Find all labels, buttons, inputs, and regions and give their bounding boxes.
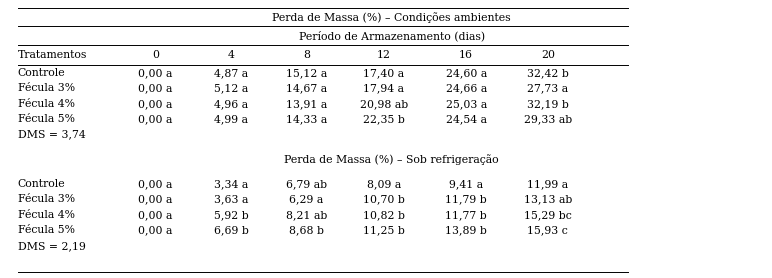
Text: 15,93 c: 15,93 c	[527, 225, 568, 235]
Text: 8,68 b: 8,68 b	[290, 225, 324, 235]
Text: 6,79 ab: 6,79 ab	[286, 179, 327, 189]
Text: 0,00 a: 0,00 a	[138, 195, 173, 205]
Text: 0,00 a: 0,00 a	[138, 99, 173, 109]
Text: Perda de Massa (%) – Sob refrigeração: Perda de Massa (%) – Sob refrigeração	[284, 154, 499, 165]
Text: 0,00 a: 0,00 a	[138, 179, 173, 189]
Text: 12: 12	[377, 50, 391, 60]
Text: 11,77 b: 11,77 b	[445, 210, 487, 220]
Text: Fécula 4%: Fécula 4%	[18, 99, 75, 109]
Text: 20,98 ab: 20,98 ab	[360, 99, 408, 109]
Text: Perda de Massa (%) – Condições ambientes: Perda de Massa (%) – Condições ambientes	[273, 12, 511, 23]
Text: 11,25 b: 11,25 b	[363, 225, 405, 235]
Text: 0,00 a: 0,00 a	[138, 114, 173, 124]
Text: DMS = 3,74: DMS = 3,74	[18, 130, 86, 140]
Text: 22,35 b: 22,35 b	[363, 114, 405, 124]
Text: 10,70 b: 10,70 b	[363, 195, 405, 205]
Text: 9,41 a: 9,41 a	[449, 179, 483, 189]
Text: 6,69 b: 6,69 b	[214, 225, 249, 235]
Text: 6,29 a: 6,29 a	[290, 195, 323, 205]
Text: 13,13 ab: 13,13 ab	[523, 195, 572, 205]
Text: 0,00 a: 0,00 a	[138, 210, 173, 220]
Text: Período de Armazenamento (dias): Período de Armazenamento (dias)	[299, 31, 485, 41]
Text: Fécula 4%: Fécula 4%	[18, 210, 75, 220]
Text: 11,99 a: 11,99 a	[527, 179, 568, 189]
Text: Tratamentos: Tratamentos	[18, 50, 87, 60]
Text: Fécula 3%: Fécula 3%	[18, 195, 75, 205]
Text: 8,21 ab: 8,21 ab	[286, 210, 327, 220]
Text: Fécula 5%: Fécula 5%	[18, 225, 75, 235]
Text: 0: 0	[152, 50, 159, 60]
Text: 25,03 a: 25,03 a	[445, 99, 487, 109]
Text: 5,92 b: 5,92 b	[214, 210, 249, 220]
Text: Controle: Controle	[18, 68, 66, 78]
Text: 8: 8	[303, 50, 310, 60]
Text: 24,60 a: 24,60 a	[445, 68, 487, 78]
Text: 15,29 bc: 15,29 bc	[524, 210, 571, 220]
Text: 29,33 ab: 29,33 ab	[523, 114, 572, 124]
Text: 4,96 a: 4,96 a	[214, 99, 248, 109]
Text: 20: 20	[540, 50, 555, 60]
Text: 24,66 a: 24,66 a	[445, 83, 487, 93]
Text: DMS = 2,19: DMS = 2,19	[18, 241, 86, 251]
Text: 32,19 b: 32,19 b	[527, 99, 569, 109]
Text: 17,40 a: 17,40 a	[363, 68, 405, 78]
Text: 8,09 a: 8,09 a	[367, 179, 401, 189]
Text: Fécula 5%: Fécula 5%	[18, 114, 75, 124]
Text: 4,87 a: 4,87 a	[214, 68, 248, 78]
Text: Fécula 3%: Fécula 3%	[18, 83, 75, 93]
Text: 0,00 a: 0,00 a	[138, 225, 173, 235]
Text: 5,12 a: 5,12 a	[214, 83, 248, 93]
Text: 32,42 b: 32,42 b	[527, 68, 569, 78]
Text: 17,94 a: 17,94 a	[364, 83, 405, 93]
Text: 16: 16	[459, 50, 473, 60]
Text: 10,82 b: 10,82 b	[363, 210, 405, 220]
Text: 0,00 a: 0,00 a	[138, 68, 173, 78]
Text: 27,73 a: 27,73 a	[527, 83, 568, 93]
Text: 13,91 a: 13,91 a	[286, 99, 327, 109]
Text: 4: 4	[228, 50, 235, 60]
Text: 3,34 a: 3,34 a	[214, 179, 248, 189]
Text: 14,33 a: 14,33 a	[286, 114, 327, 124]
Text: 0,00 a: 0,00 a	[138, 83, 173, 93]
Text: 3,63 a: 3,63 a	[214, 195, 249, 205]
Text: 11,79 b: 11,79 b	[445, 195, 487, 205]
Text: 24,54 a: 24,54 a	[445, 114, 486, 124]
Text: 4,99 a: 4,99 a	[214, 114, 248, 124]
Text: Controle: Controle	[18, 179, 66, 189]
Text: 13,89 b: 13,89 b	[445, 225, 487, 235]
Text: 14,67 a: 14,67 a	[286, 83, 327, 93]
Text: 15,12 a: 15,12 a	[286, 68, 327, 78]
